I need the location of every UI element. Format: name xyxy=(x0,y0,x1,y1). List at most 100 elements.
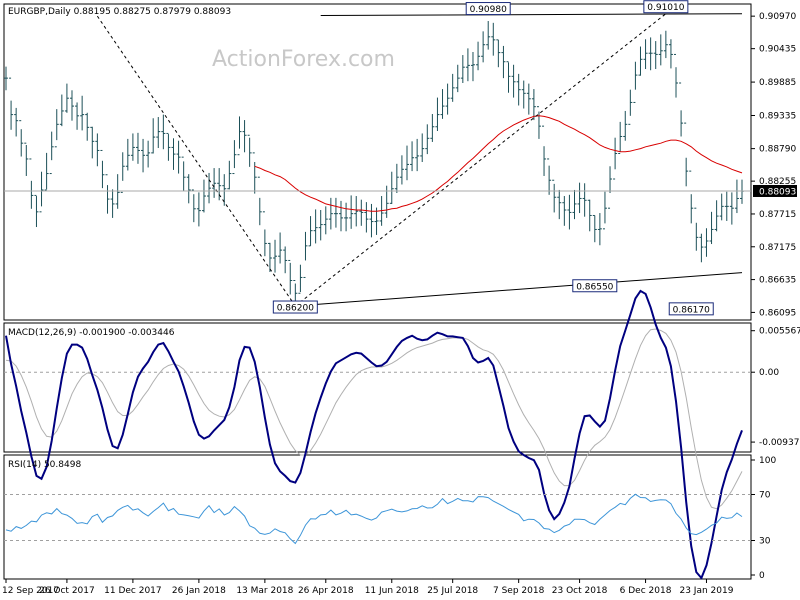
ohlc-bar xyxy=(227,160,232,190)
price-tick-label: 0.89335 xyxy=(759,112,796,122)
macd-tick-label: 0.00 xyxy=(759,368,779,378)
macd-tick-label: -0.00937 xyxy=(759,438,799,448)
ohlc-bar xyxy=(288,259,293,295)
price-annotation: 0.91010 xyxy=(643,0,689,14)
ohlc-bar xyxy=(562,196,567,226)
trendlines xyxy=(96,13,743,307)
ohlc-bar xyxy=(653,41,658,70)
ohlc-bar xyxy=(613,137,618,180)
price-axis: 0.90970 0.90435 0.89885 0.89335 0.88790 0.882… xyxy=(4,12,797,318)
price-annotation-box xyxy=(272,300,318,314)
ohlc-bar xyxy=(196,192,201,227)
date-tick-label: 7 Sep 2018 xyxy=(493,586,545,596)
price-annotation-label: 0.90980 xyxy=(470,5,507,15)
ohlc-bar xyxy=(542,125,547,176)
trendline xyxy=(320,13,743,17)
rsi-tick-label: 70 xyxy=(759,491,771,501)
rsi-axis: 100 70 30 0 xyxy=(751,456,776,581)
ohlc-bar xyxy=(186,174,191,204)
price-annotation-label: 0.86550 xyxy=(576,282,613,292)
ohlc-bar xyxy=(694,207,699,251)
ohlc-bar xyxy=(481,31,486,63)
ohlc-bar xyxy=(90,126,95,159)
ohlc-bar xyxy=(526,83,531,115)
date-tick-label: 26 Jan 2018 xyxy=(172,586,226,596)
ohlc-bar xyxy=(212,168,217,198)
ohlc-bar xyxy=(521,80,526,109)
ohlc-bar xyxy=(415,138,420,172)
ohlc-bar xyxy=(486,21,491,50)
ohlc-bar xyxy=(273,239,278,273)
ohlc-bar xyxy=(425,124,430,155)
ohlc-bar xyxy=(699,233,704,263)
macd-lines xyxy=(4,289,751,580)
ohlc-bar xyxy=(394,163,399,193)
price-annotation-box xyxy=(668,302,714,316)
price-tick-label: 0.89885 xyxy=(759,78,796,88)
ohlc-bar xyxy=(679,82,684,137)
price-tick-label: 0.86095 xyxy=(759,308,796,318)
price-annotation: 0.86200 xyxy=(272,300,318,314)
ohlc-bar xyxy=(176,140,181,174)
ohlc-bar xyxy=(278,232,283,264)
price-tick-label: 0.90970 xyxy=(759,12,796,22)
ohlc-bar xyxy=(349,195,354,229)
ohlc-bar xyxy=(714,200,719,232)
price-annotation-box xyxy=(465,2,511,16)
ohlc-bar xyxy=(633,61,638,103)
ohlc-bar xyxy=(470,52,475,82)
ohlc-bar xyxy=(623,110,628,141)
ohlc-bar xyxy=(430,113,435,142)
ohlc-bar xyxy=(262,211,267,257)
ohlc-bar xyxy=(709,211,714,245)
ohlc-bar xyxy=(435,97,440,132)
ohlc-bar xyxy=(191,189,196,223)
ohlc-bar xyxy=(734,179,739,214)
price-annotation-label: 0.86170 xyxy=(673,305,710,315)
ohlc-bar xyxy=(374,207,379,235)
ohlc-bar xyxy=(24,142,29,176)
ohlc-bar xyxy=(658,34,663,66)
ohlc-bar xyxy=(14,107,19,137)
date-tick-label: 11 Dec 2017 xyxy=(104,586,162,596)
ohlc-bar xyxy=(364,202,369,233)
ohlc-bar xyxy=(643,39,648,70)
watermark: ActionForex.com xyxy=(212,47,395,72)
ohlc-bar xyxy=(582,183,587,217)
ohlc-bar xyxy=(724,191,729,221)
ohlc-bar xyxy=(125,138,130,171)
price-annotation-label: 0.86200 xyxy=(277,304,314,314)
ohlc-bar xyxy=(237,116,242,156)
moving-average xyxy=(254,115,743,212)
ohlc-bar xyxy=(587,199,592,232)
ohlc-bar xyxy=(328,197,333,230)
price-panel-title: EURGBP,Daily 0.88195 0.88275 0.87979 0.8… xyxy=(8,7,231,17)
ohlc-bar xyxy=(465,48,470,82)
ohlc-bar xyxy=(267,242,272,272)
date-tick-label: 23 Jan 2019 xyxy=(679,586,733,596)
macd-signal-line xyxy=(5,328,743,510)
ohlc-bar xyxy=(445,83,450,115)
ohlc-bar xyxy=(455,64,460,93)
ohlc-bar xyxy=(440,89,445,119)
ohlc-bar xyxy=(100,149,105,189)
rsi-line xyxy=(5,493,743,545)
date-tick-label: 25 Jul 2018 xyxy=(427,586,478,596)
ohlc-bar xyxy=(110,189,115,218)
ohlc-bar xyxy=(54,109,59,148)
ohlc-bar xyxy=(201,179,206,213)
ohlc-bar xyxy=(531,89,536,121)
ohlc-bar xyxy=(247,134,252,167)
macd-panel-frame xyxy=(3,322,752,453)
ohlc-bar xyxy=(404,145,409,181)
macd-tick-label: 0.005567 xyxy=(759,327,800,337)
moving-average-line xyxy=(254,115,743,212)
ohlc-bar xyxy=(668,39,673,69)
price-annotations: 0.86200 0.90980 0.86550 0.91010 0.86170 xyxy=(272,0,714,316)
price-tick-label: 0.86635 xyxy=(759,276,796,286)
ohlc-bar xyxy=(298,264,303,294)
ohlc-bar xyxy=(339,200,344,232)
price-panel-frame xyxy=(3,3,752,321)
price-annotation: 0.86170 xyxy=(668,302,714,316)
